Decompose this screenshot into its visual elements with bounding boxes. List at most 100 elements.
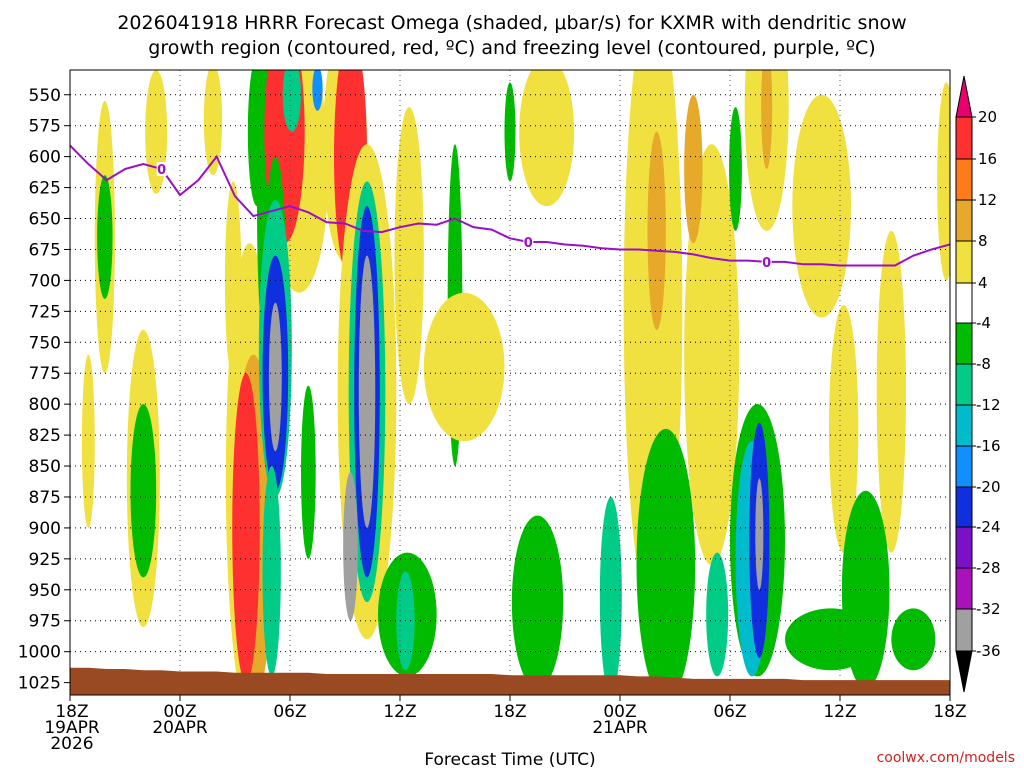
omega-region-45 [729, 107, 742, 231]
y-tick-label: 950 [29, 581, 61, 601]
colorbar-swatch-10 [955, 526, 973, 569]
x-tick-label: 21APR [592, 718, 648, 738]
omega-region-20 [268, 302, 282, 452]
freezing-level-line [70, 144, 950, 267]
omega-region-39 [647, 131, 666, 330]
colorbar-label: -32 [976, 600, 1001, 618]
x-axis-label: Forecast Time (UTC) [424, 750, 595, 768]
x-tick-label: 18Z [933, 702, 966, 722]
x-tick-label: 00Z [163, 702, 196, 722]
omega-region-3 [203, 70, 223, 176]
colorbar-swatch-11 [955, 567, 973, 610]
colorbar-swatch-2 [955, 199, 973, 242]
omega-region-43 [761, 70, 773, 169]
colorbar-swatch-7 [955, 404, 973, 447]
credit-text: coolwx.com/models [877, 750, 1015, 766]
colorbar-label: -20 [976, 478, 1001, 496]
omega-region-4 [81, 354, 95, 528]
y-tick-label: 875 [29, 488, 61, 508]
x-tick-label: 20APR [152, 718, 208, 738]
y-tick-label: 725 [29, 302, 61, 322]
colorbar-top-arrow [955, 75, 973, 118]
plot-area: 0 0 0 [70, 70, 950, 695]
y-tick-label: 1000 [18, 643, 61, 663]
x-tick-label: 12Z [383, 702, 416, 722]
x-tick-label: 00Z [603, 702, 636, 722]
y-tick-label: 600 [29, 148, 61, 168]
colorbar: 20 16 12 8 4 -4 -8 -12 -16 -20 -24 -28 -32 -36 [955, 75, 1001, 693]
y-tick-label: 750 [29, 333, 61, 353]
omega-region-35 [511, 515, 564, 689]
colorbar-label: -24 [976, 518, 1001, 536]
y-tick-label: 800 [29, 395, 61, 415]
freezing-label-bg-1 [523, 235, 534, 250]
omega-region-41 [684, 94, 703, 244]
freezing-level-label-2: 0 [762, 256, 771, 271]
omega-region-15 [282, 70, 301, 132]
colorbar-swatch-5 [955, 322, 973, 365]
y-tick-label: 550 [29, 86, 61, 106]
colorbar-swatch-1 [955, 158, 973, 201]
x-tick-label: 2026 [50, 734, 93, 754]
y-tick-label: 650 [29, 210, 61, 230]
omega-region-32 [423, 292, 505, 442]
omega-region-12 [232, 373, 260, 683]
y-axis-ticks: 550 575 600 625 650 675 700 725 750 775 800 825 850 8… [18, 86, 70, 694]
colorbar-swatch-4 [955, 282, 973, 324]
omega-region-57 [937, 82, 950, 281]
omega-region-30 [394, 107, 424, 405]
omega-region-54 [706, 552, 729, 677]
y-tick-label: 625 [29, 179, 61, 199]
colorbar-swatch-3 [955, 240, 973, 284]
freezing-label-bg-0 [156, 162, 167, 177]
colorbar-swatch-6 [955, 363, 973, 406]
x-tick-label: 18Z [493, 702, 526, 722]
y-tick-label: 575 [29, 117, 61, 137]
colorbar-label: -36 [976, 642, 1001, 660]
y-tick-label: 700 [29, 271, 61, 291]
colorbar-label: -4 [976, 314, 991, 332]
omega-region-49 [599, 496, 622, 695]
colorbar-swatch-8 [955, 445, 973, 488]
x-tick-label: 06Z [273, 702, 306, 722]
omega-region-16 [312, 70, 323, 111]
colorbar-label: 12 [978, 191, 997, 209]
colorbar-label: 8 [978, 232, 988, 250]
freezing-label-bg-2 [761, 254, 772, 269]
y-tick-label: 775 [29, 364, 61, 384]
omega-region-28 [358, 255, 376, 528]
y-tick-label: 975 [29, 612, 61, 632]
omega-region-22 [301, 385, 316, 559]
chart-title-line2: growth region (contoured, red, ºC) and f… [148, 37, 875, 59]
y-tick-label: 850 [29, 457, 61, 477]
omega-region-6 [130, 404, 157, 578]
y-tick-label: 1025 [18, 674, 61, 694]
chart-title-line1: 2026041918 HRRR Forecast Omega (shaded, … [117, 12, 906, 34]
colorbar-swatch-9 [955, 486, 973, 528]
freezing-level: 0 0 0 [70, 144, 950, 271]
omega-region-47 [876, 230, 906, 553]
colorbar-label: -8 [976, 355, 991, 373]
omega-region-44 [792, 94, 852, 318]
x-tick-label: 06Z [713, 702, 746, 722]
x-tick-label: 18Z [55, 702, 88, 722]
freezing-level-label-1: 0 [524, 236, 533, 251]
omega-region-58 [785, 608, 877, 671]
y-tick-label: 825 [29, 426, 61, 446]
grid-lines [70, 70, 950, 695]
omega-region-37 [519, 70, 575, 207]
colorbar-swatch-0 [955, 116, 973, 160]
omega-region-48 [636, 428, 696, 695]
omega-region-46 [829, 305, 859, 553]
omega-region-56 [891, 608, 936, 671]
colorbar-label: -12 [976, 396, 1001, 414]
colorbar-swatch-12 [955, 608, 973, 652]
colorbar-label: 16 [978, 150, 997, 168]
colorbar-label: -28 [976, 559, 1001, 577]
omega-region-36 [504, 82, 516, 182]
colorbar-label: 20 [978, 108, 997, 126]
ground-terrain [70, 667, 950, 695]
colorbar-label: 4 [978, 274, 988, 292]
